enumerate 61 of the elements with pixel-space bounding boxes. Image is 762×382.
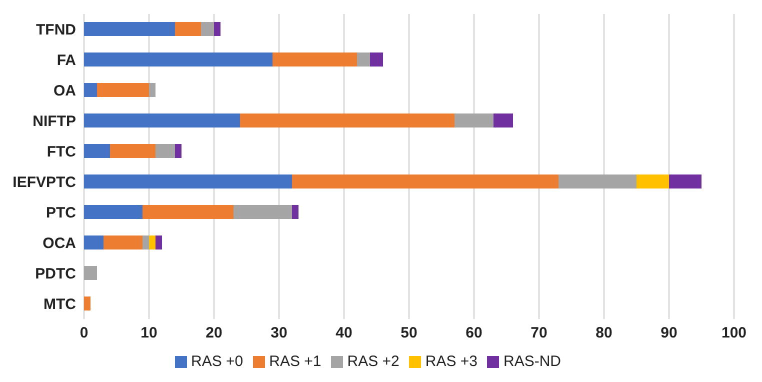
bar [149, 83, 156, 97]
legend-label: RAS +0 [190, 353, 244, 370]
bar [454, 114, 494, 128]
legend-label: RAS +2 [347, 353, 400, 370]
bar [84, 236, 104, 250]
bar [156, 144, 175, 158]
bar [84, 114, 240, 128]
x-tick-label: 60 [466, 324, 482, 342]
bar [272, 52, 357, 66]
x-tick-label: 90 [660, 324, 678, 342]
y-tick-label: OA [54, 82, 76, 100]
y-tick-label: MTC [44, 296, 76, 314]
bar [84, 52, 272, 66]
bar [149, 236, 156, 250]
bar [175, 22, 201, 36]
bar [292, 205, 298, 219]
bar [292, 174, 558, 188]
bar [104, 236, 142, 250]
bar [84, 174, 292, 188]
x-tick-label: 40 [336, 324, 352, 342]
bar [84, 296, 90, 310]
bar [494, 114, 513, 128]
x-tick-label: 10 [140, 324, 158, 342]
x-tick-label: 70 [530, 324, 548, 342]
x-tick-label: 20 [206, 324, 222, 342]
bar [201, 22, 214, 36]
y-tick-label: OCA [42, 235, 76, 252]
x-tick-label: 100 [721, 324, 747, 342]
y-tick-label: FTC [46, 144, 76, 161]
bar [214, 22, 220, 36]
bar [558, 174, 636, 188]
y-tick-label: PTC [46, 204, 76, 222]
x-tick-label: 30 [270, 324, 288, 342]
x-tick-label: 80 [596, 324, 612, 342]
bar [110, 144, 156, 158]
bar [636, 174, 669, 188]
y-tick-label: NIFTP [32, 113, 76, 130]
bar [84, 266, 97, 280]
y-tick-label: IEFVPTC [12, 174, 76, 192]
y-tick-label: PDTC [35, 266, 76, 283]
bar [142, 205, 234, 219]
bar [142, 236, 149, 250]
bar [84, 144, 110, 158]
bar [370, 52, 383, 66]
bar [357, 52, 370, 66]
x-tick-label: 0 [80, 324, 88, 342]
x-tick-label: 50 [400, 324, 418, 342]
y-tick-label: FA [56, 52, 76, 70]
legend-label: RAS-ND [503, 353, 561, 370]
bar [97, 83, 149, 97]
bar [240, 114, 454, 128]
bar [156, 236, 162, 250]
bar [175, 144, 182, 158]
legend-label: RAS +3 [425, 353, 478, 370]
y-tick-label: TFND [36, 22, 76, 39]
bar [669, 174, 702, 188]
bar [84, 83, 97, 97]
bar [234, 205, 292, 219]
bar [84, 22, 175, 36]
legend-label: RAS +1 [269, 353, 322, 370]
bar [84, 205, 142, 219]
